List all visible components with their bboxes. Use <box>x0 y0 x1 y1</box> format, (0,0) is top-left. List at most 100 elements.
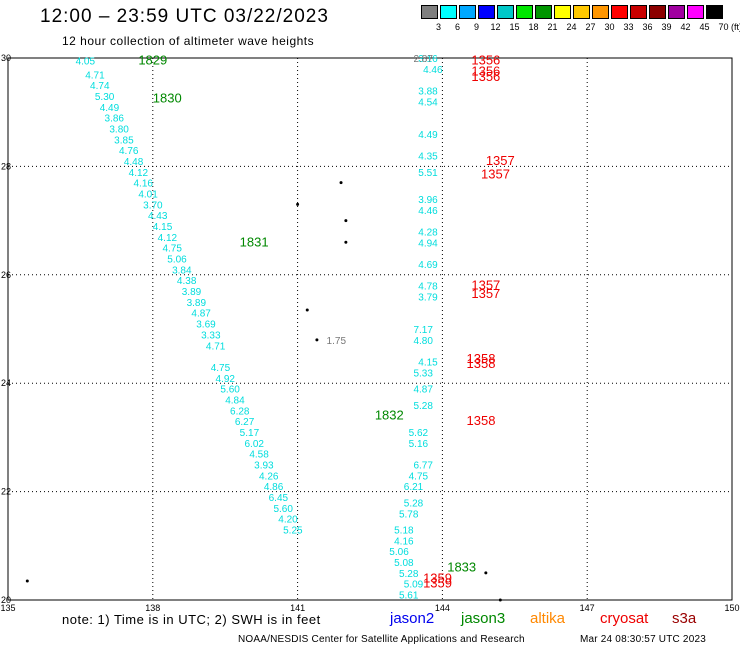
wave-height-label: 4.48 <box>124 157 144 168</box>
legend-swatch <box>592 5 609 19</box>
legend-swatch <box>497 5 514 19</box>
wave-height-label: 4.84 <box>225 395 245 406</box>
wave-height-label: 6.21 <box>404 482 424 493</box>
y-tick-label: 20 <box>1 595 11 605</box>
wave-height-label: 5.62 <box>409 428 429 439</box>
wave-height-label: 4.58 <box>249 450 269 461</box>
wave-height-label: 3.89 <box>182 287 202 298</box>
mission-jason2-label: jason2 <box>390 610 435 627</box>
wave-height-label: 4.71 <box>206 341 226 352</box>
time-label: 1356 <box>471 64 500 79</box>
island-marker <box>25 579 29 583</box>
legend-swatch <box>687 5 704 19</box>
time-label: 1359 <box>423 576 452 591</box>
legend-value-label: 33 <box>623 22 634 32</box>
wave-height-label: 4.49 <box>100 103 120 114</box>
wave-height-label: 4.16 <box>394 536 414 547</box>
wave-height-label: 5.25 <box>283 526 303 537</box>
time-label: 1356 <box>471 53 500 68</box>
legend-value-label: 30 <box>604 22 615 32</box>
wave-height-label: 4.35 <box>418 152 438 163</box>
footer-note: note: 1) Time is in UTC; 2) SWH is in fe… <box>62 612 321 627</box>
x-tick-label: 138 <box>145 603 160 613</box>
footer-credit: NOAA/NESDIS Center for Satellite Applica… <box>238 634 525 645</box>
legend-value-label: 39 <box>661 22 672 32</box>
time-label: 1358 <box>467 356 496 371</box>
legend-value-label: 45 <box>699 22 710 32</box>
wave-height-label: 5.09 <box>404 580 424 591</box>
wave-height-label: 4.74 <box>90 81 110 92</box>
wave-height-label: 3.85 <box>114 135 134 146</box>
wave-height-label: 4.05 <box>76 57 96 68</box>
legend-swatch <box>630 5 647 19</box>
wave-height-label: 4.75 <box>211 363 231 374</box>
wave-height-label: 3.69 <box>196 320 216 331</box>
wave-height-label: 6.02 <box>245 439 265 450</box>
wave-height-label: 6.27 <box>235 417 255 428</box>
wave-height-label: 5.51 <box>418 168 438 179</box>
legend-value-label: 24 <box>566 22 577 32</box>
mission-altika-label: altika <box>530 610 566 627</box>
wave-height-label: 5.33 <box>413 368 433 379</box>
wave-height-label: 4.38 <box>177 276 197 287</box>
wave-height-label: 3.88 <box>418 87 438 98</box>
wave-height-label: 4.80 <box>413 336 433 347</box>
wave-height-label: 3.16 <box>418 54 438 65</box>
wave-height-label: 4.12 <box>129 168 149 179</box>
wave-height-label: 4.71 <box>85 70 105 81</box>
legend-swatch <box>649 5 666 19</box>
x-tick-label: 135 <box>0 603 15 613</box>
wave-height-label: 1.75 <box>327 336 347 347</box>
legend-value-label: 6 <box>454 22 460 32</box>
time-label: 1359 <box>423 570 452 585</box>
wave-height-label: 4.46 <box>418 206 438 217</box>
time-label: 1357 <box>481 167 510 182</box>
wave-height-label: 4.26 <box>259 471 279 482</box>
legend-value-label: 27 <box>585 22 596 32</box>
page-title: 12:00 – 23:59 UTC 03/22/2023 <box>40 6 329 27</box>
wave-height-label: 4.12 <box>158 233 178 244</box>
island-marker <box>498 598 502 602</box>
wave-height-label: 4.69 <box>418 260 438 271</box>
wave-height-label: 5.06 <box>167 255 187 266</box>
island-marker <box>315 338 319 342</box>
time-label: 1832 <box>375 408 404 423</box>
wave-height-label: 4.01 <box>138 190 158 201</box>
time-label: 1356 <box>471 69 500 84</box>
x-tick-label: 141 <box>290 603 305 613</box>
legend-value-label: 21 <box>547 22 558 32</box>
plot-frame <box>7 57 733 601</box>
island-marker <box>484 571 488 575</box>
mission-jason3-label: jason3 <box>461 610 506 627</box>
wave-height-label: 4.16 <box>133 179 153 190</box>
legend-swatch <box>459 5 476 19</box>
wave-height-label: 5.60 <box>273 504 293 515</box>
wave-height-label: 3.70 <box>143 200 163 211</box>
wave-height-label: 6.45 <box>269 493 289 504</box>
wave-height-label: 5.17 <box>240 428 260 439</box>
legend-swatch <box>421 5 438 19</box>
footer-timestamp: Mar 24 08:30:57 UTC 2023 <box>580 634 706 645</box>
wave-height-label: 5.28 <box>413 401 433 412</box>
legend-swatch <box>440 5 457 19</box>
island-marker <box>296 202 300 206</box>
wave-height-label: 5.08 <box>394 558 414 569</box>
wave-height-label: 6.28 <box>230 406 250 417</box>
wave-height-label: 4.87 <box>413 385 433 396</box>
x-tick-label: 144 <box>435 603 450 613</box>
wave-height-label: 3.86 <box>105 114 125 125</box>
x-tick-label: 150 <box>724 603 739 613</box>
time-label: 1833 <box>447 559 476 574</box>
wave-height-label: 4.92 <box>216 374 236 385</box>
legend-unit-label: (ft) <box>731 22 740 32</box>
time-label: 1829 <box>138 53 167 68</box>
wave-height-label: 5.28 <box>399 569 419 580</box>
island-marker <box>305 308 309 312</box>
wave-height-label: 4.46 <box>423 65 443 76</box>
wave-height-label: 3.93 <box>254 461 274 472</box>
wave-height-label: 4.43 <box>148 211 168 222</box>
wave-height-label: 7.17 <box>413 325 433 336</box>
legend-value-label: 15 <box>509 22 520 32</box>
wave-height-label: 6.77 <box>413 461 433 472</box>
